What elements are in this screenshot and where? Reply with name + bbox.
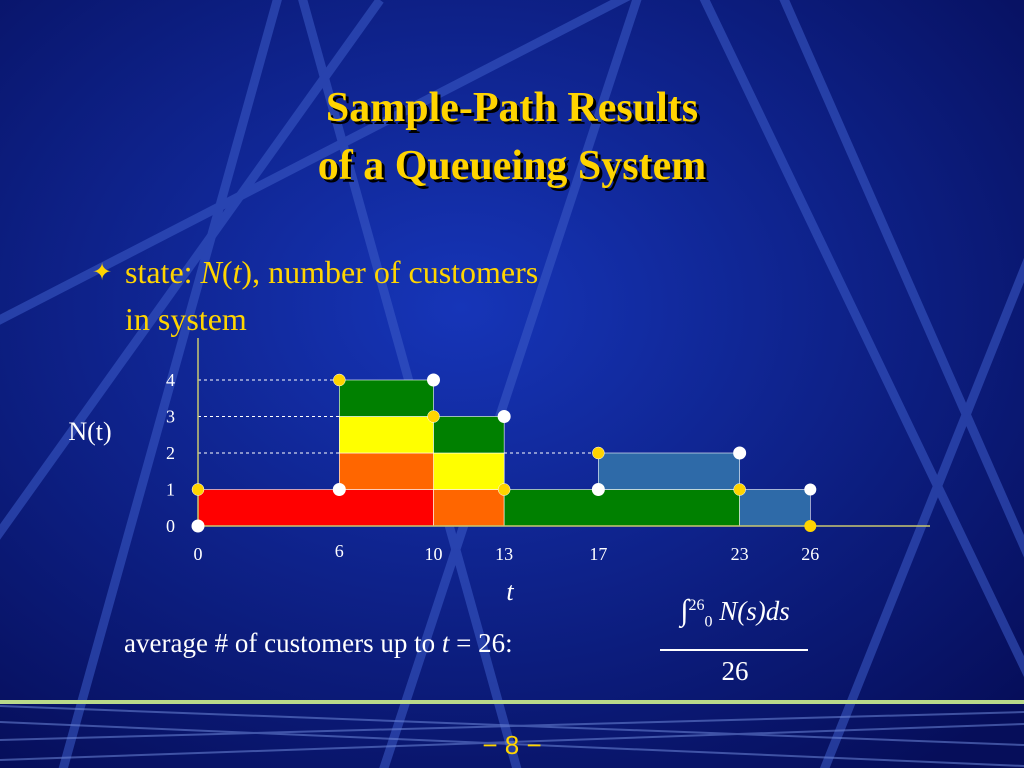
x-tick-label-10: 10 [425, 544, 443, 564]
formula-denominator: 26 [721, 656, 749, 686]
x-tick-label-26: 26 [801, 544, 819, 564]
customer-block-3 [338, 416, 434, 454]
integral-sign: ∫ [680, 594, 689, 627]
filled-marker-1 [333, 373, 346, 387]
open-marker-4 [591, 483, 605, 496]
bullet-text: state: N(t), number of customers in syst… [125, 254, 539, 337]
integral-lower: 0 [704, 613, 713, 631]
x-tick-label-13: 13 [495, 544, 513, 564]
filled-marker-end [804, 520, 817, 532]
y-tick-label-3: 3 [166, 407, 175, 427]
customer-block-9 [739, 489, 811, 527]
x-tick-label-0: 0 [194, 544, 203, 564]
title-line-1: Sample-Path Results [325, 85, 699, 131]
average-suffix: = 26: [449, 628, 513, 658]
open-marker-end [804, 483, 817, 496]
open-marker-3 [497, 410, 511, 423]
average-prefix: average # of customers up to [124, 628, 442, 658]
customer-block-0 [197, 489, 434, 527]
bullet-rest: , number of customers in system [125, 254, 539, 337]
open-marker-1 [332, 483, 346, 496]
customer-block-6 [433, 416, 505, 454]
x-tick-label-23: 23 [731, 544, 749, 564]
y-tick-label-2: 2 [166, 443, 175, 463]
open-marker-2 [427, 373, 440, 387]
formula-numerator: ∫260 N(s)ds [660, 594, 810, 631]
filled-marker-4 [592, 446, 605, 460]
integrand: N(s)ds [719, 596, 790, 626]
customer-block-5 [338, 379, 434, 417]
bullet-var-t: t [232, 254, 242, 290]
integral-upper: 26 [688, 597, 705, 614]
y-axis-label: N(t) [68, 417, 111, 446]
average-formula: ∫260 N(s)ds 26 [660, 594, 810, 694]
x-tick-label-6: 6 [335, 541, 344, 561]
footer-divider [0, 700, 1024, 704]
y-tick-label-1: 1 [166, 480, 175, 500]
bullet-prefix: state: [125, 254, 201, 290]
x-axis-label: t [506, 577, 514, 606]
bullet-var-n: N [200, 254, 222, 290]
filled-marker-0 [191, 483, 205, 496]
x-tick-label-17: 17 [589, 544, 607, 564]
fraction-line [660, 649, 808, 651]
y-tick-label-0: 0 [166, 516, 175, 536]
customer-block-2 [433, 489, 505, 527]
average-label: average # of customers up to t = 26: [124, 628, 513, 659]
open-marker-5 [733, 446, 747, 460]
bullet-star-icon: ✦ [92, 258, 113, 286]
title-line-2: of a Queueing System [317, 143, 707, 189]
customer-block-8 [598, 452, 740, 490]
page-number: − 8 − [482, 730, 542, 760]
y-tick-label-4: 4 [166, 370, 175, 390]
customer-block-4 [433, 452, 505, 490]
filled-marker-5 [733, 483, 746, 496]
filled-marker-2 [427, 410, 440, 423]
average-var: t [441, 628, 450, 658]
open-marker-0 [191, 519, 205, 533]
filled-marker-3 [497, 483, 511, 496]
customer-block-7 [503, 489, 740, 527]
